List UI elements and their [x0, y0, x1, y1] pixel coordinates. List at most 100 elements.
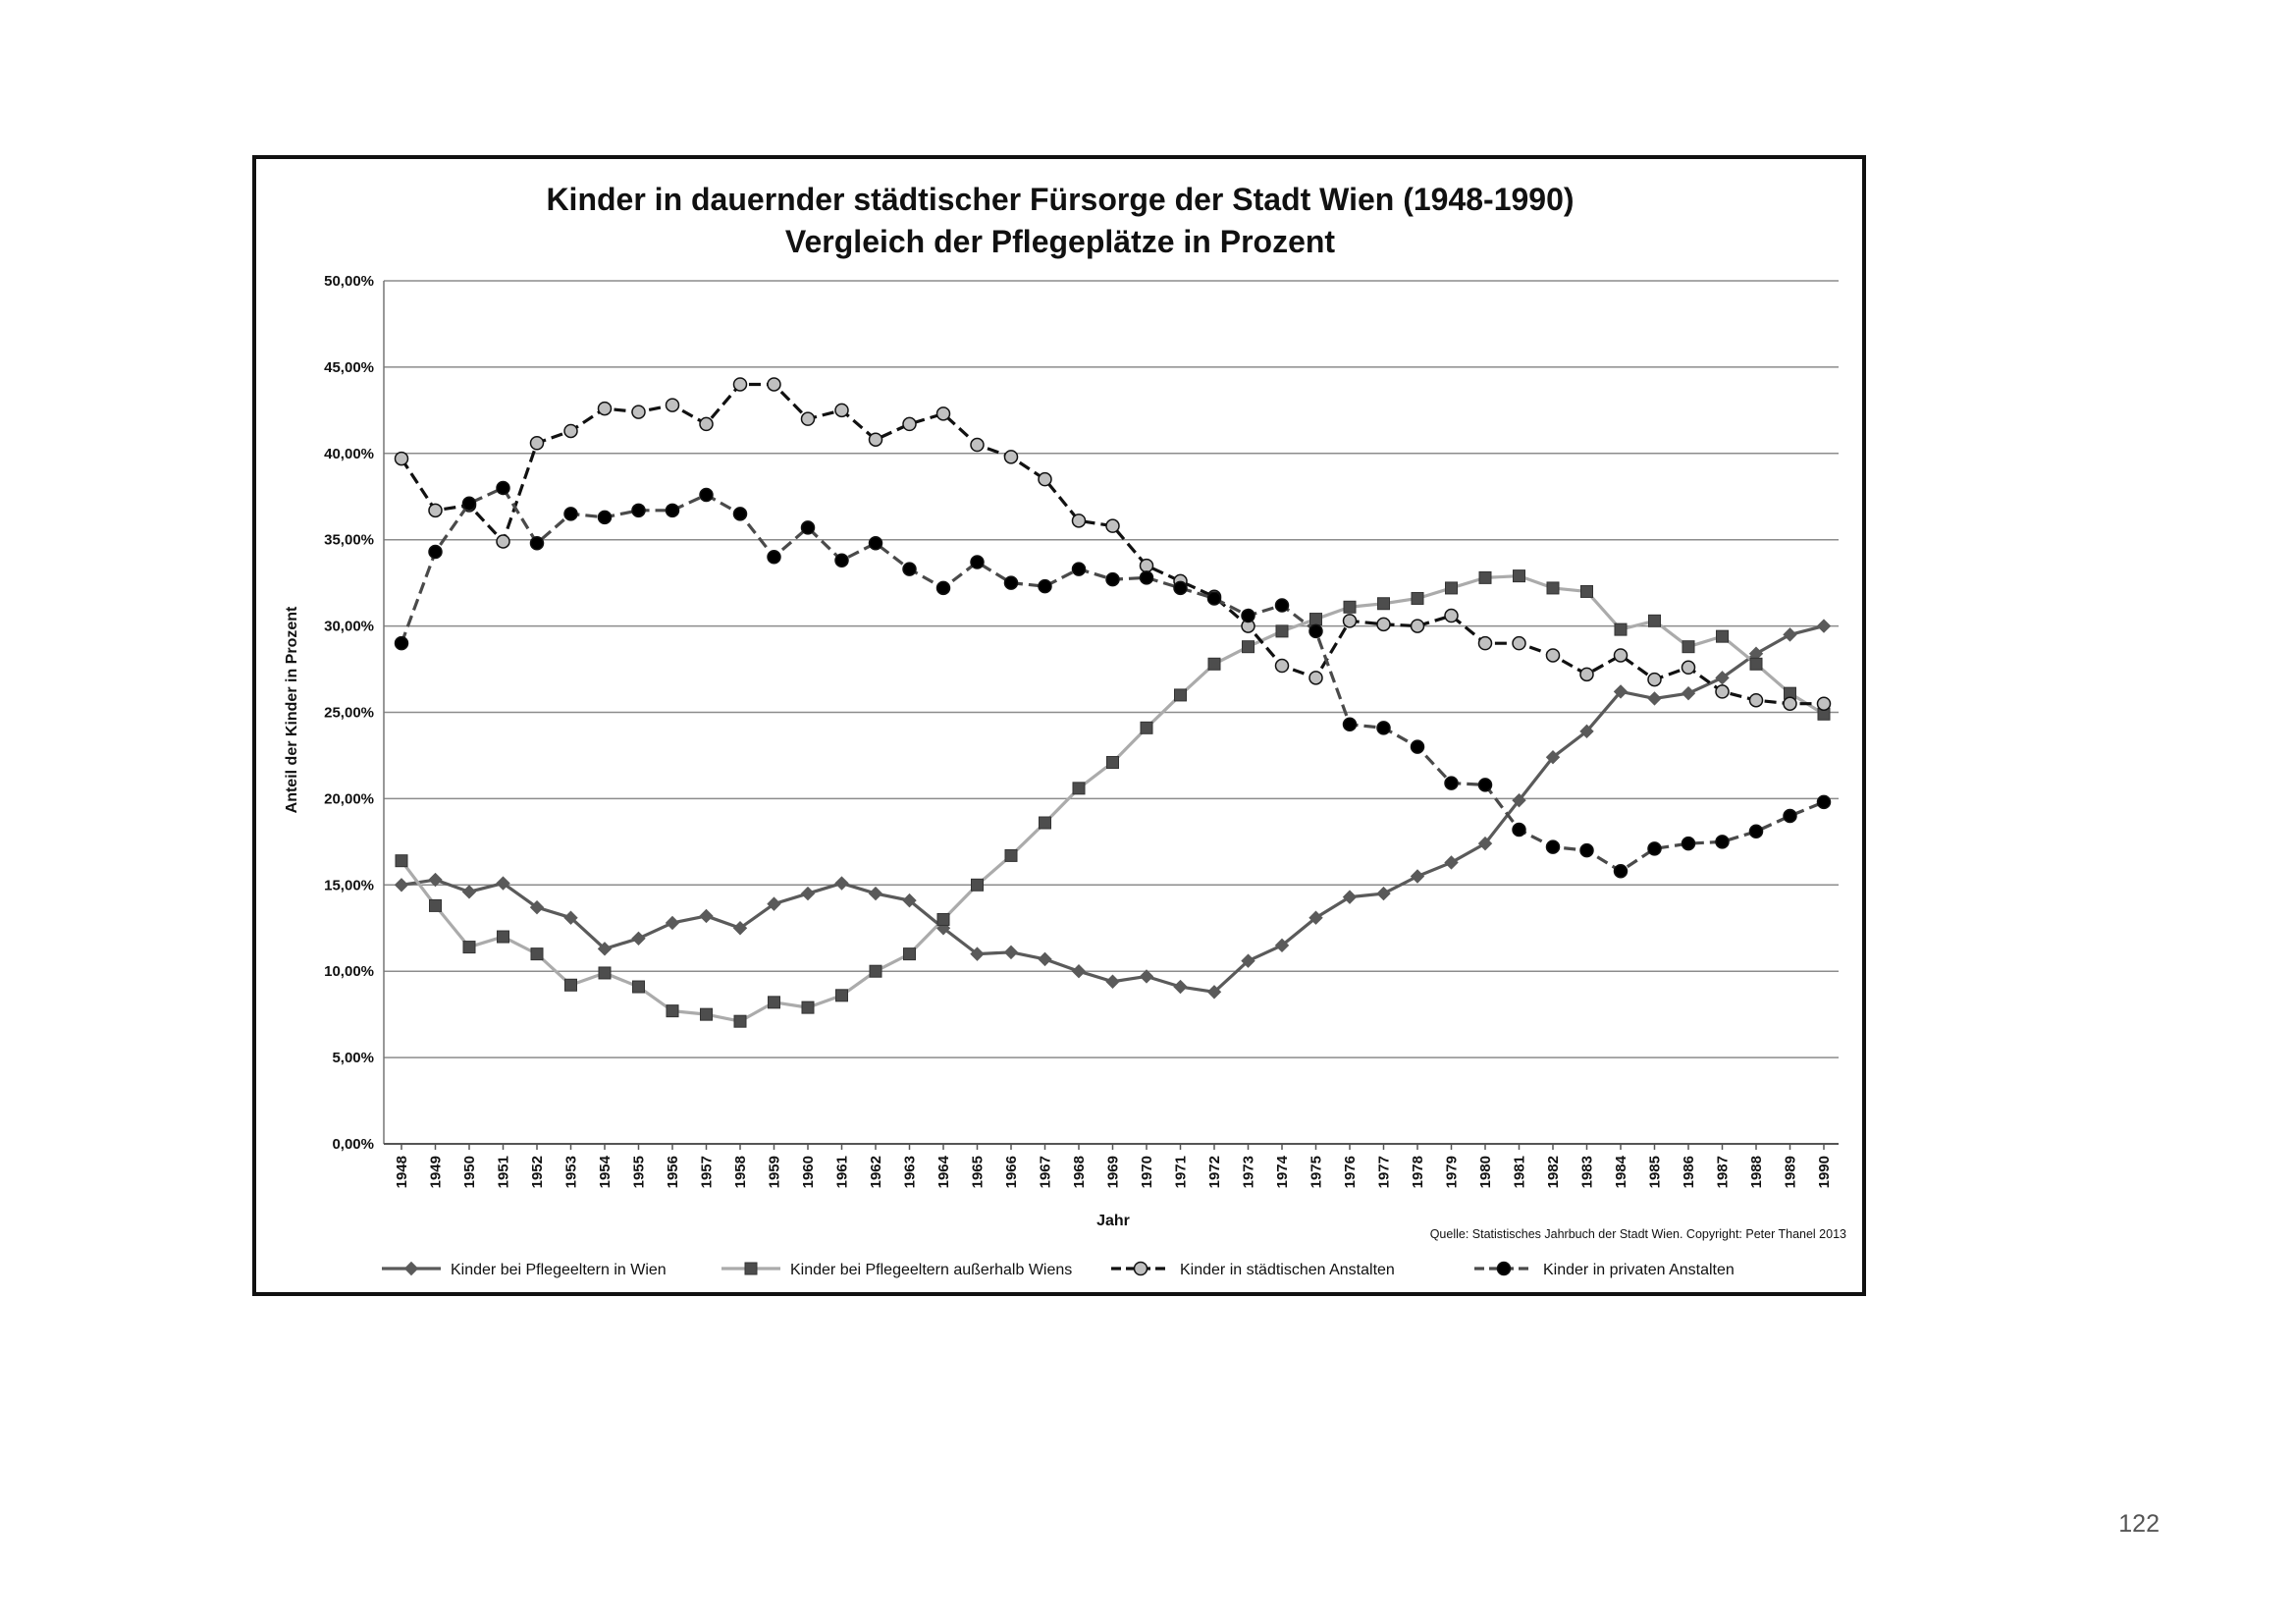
- data-point: [767, 377, 781, 392]
- data-point: [1816, 794, 1832, 810]
- series-4: [394, 480, 1832, 879]
- data-point: [835, 989, 848, 1002]
- data-point: [1274, 598, 1290, 613]
- x-tick-label: 1976: [1342, 1156, 1359, 1188]
- data-point: [1579, 842, 1594, 858]
- data-point: [665, 503, 680, 518]
- data-point: [732, 921, 748, 936]
- x-tick-label: 1977: [1376, 1156, 1393, 1188]
- x-tick-label: 1959: [767, 1156, 783, 1188]
- data-point: [1206, 985, 1222, 1000]
- x-tick-label: 1956: [665, 1156, 681, 1188]
- x-tick-label: 1985: [1647, 1156, 1664, 1188]
- data-point: [1681, 660, 1696, 676]
- data-point: [971, 878, 984, 892]
- data-point: [1206, 591, 1222, 606]
- data-point: [1308, 623, 1323, 639]
- data-point: [1139, 558, 1154, 573]
- data-point: [1174, 688, 1187, 702]
- data-point: [1242, 640, 1255, 654]
- data-point: [496, 534, 510, 549]
- data-point: [1376, 886, 1391, 901]
- data-point: [1513, 569, 1525, 583]
- data-point: [496, 480, 510, 496]
- data-point: [1274, 938, 1290, 953]
- data-point: [1682, 640, 1695, 654]
- y-tick-label: 30,00%: [324, 619, 374, 635]
- data-point: [733, 1014, 747, 1028]
- data-point: [1444, 776, 1459, 790]
- data-point: [1580, 584, 1593, 598]
- data-point: [1071, 963, 1087, 979]
- x-tick-label: 1972: [1206, 1156, 1223, 1188]
- x-tick-label: 1971: [1173, 1156, 1190, 1188]
- data-point: [394, 451, 409, 466]
- x-tick-label: 1949: [428, 1156, 445, 1188]
- data-point: [1140, 721, 1153, 734]
- x-tick-label: 1965: [970, 1156, 987, 1188]
- data-point: [1749, 657, 1763, 671]
- y-tick-label: 0,00%: [332, 1136, 374, 1153]
- data-point: [1207, 657, 1221, 671]
- x-tick-label: 1987: [1715, 1156, 1732, 1188]
- x-tick-labels: 1948 1949 1950 1951 1952 1953 1954 1955 1956 1957…: [394, 1155, 1833, 1188]
- data-point: [1444, 855, 1459, 870]
- data-point: [1173, 979, 1188, 995]
- legend-marker: [744, 1262, 758, 1275]
- data-point: [631, 503, 646, 518]
- data-point: [767, 550, 781, 565]
- x-tick-label: 1986: [1681, 1156, 1697, 1188]
- x-tick-label: 1979: [1444, 1156, 1461, 1188]
- data-point: [902, 562, 917, 576]
- data-point: [428, 544, 443, 560]
- x-tick-label: 1980: [1477, 1156, 1494, 1188]
- data-point: [1545, 648, 1561, 663]
- data-point: [1410, 739, 1425, 754]
- y-tick-label: 20,00%: [324, 790, 374, 807]
- data-point: [563, 507, 578, 521]
- data-point: [1748, 824, 1764, 839]
- line-chart: Kinder in dauernder städtischer Fürsorge…: [284, 182, 1846, 1278]
- data-point: [935, 406, 951, 421]
- data-point: [935, 580, 951, 596]
- x-tick-label: 1968: [1071, 1156, 1088, 1188]
- data-point: [1308, 671, 1323, 685]
- y-tick-label: 10,00%: [324, 963, 374, 980]
- data-point: [800, 411, 816, 426]
- gridlines: [384, 280, 1839, 1058]
- data-point: [1512, 822, 1526, 838]
- data-point: [1748, 692, 1764, 708]
- x-tick-label: 1961: [834, 1156, 851, 1188]
- x-tick-label: 1984: [1613, 1155, 1629, 1188]
- x-tick-label: 1989: [1783, 1156, 1799, 1188]
- data-point: [631, 405, 646, 419]
- data-point: [970, 437, 985, 453]
- data-point: [1613, 648, 1629, 663]
- data-point: [1444, 608, 1459, 623]
- data-point: [1410, 869, 1425, 884]
- data-point: [462, 941, 476, 954]
- data-point: [834, 876, 849, 891]
- data-point: [1545, 750, 1561, 765]
- data-point: [1139, 570, 1154, 585]
- y-tick-label: 35,00%: [324, 532, 374, 549]
- data-point: [1173, 580, 1188, 596]
- data-point: [1342, 890, 1358, 904]
- data-point: [1477, 635, 1493, 651]
- data-point: [428, 503, 443, 518]
- legend-marker: [403, 1261, 419, 1276]
- data-point: [1275, 624, 1289, 638]
- data-point: [868, 535, 883, 551]
- data-point: [1477, 836, 1493, 851]
- data-point: [666, 1004, 679, 1018]
- data-point: [1038, 471, 1052, 487]
- x-tick-label: 1953: [563, 1156, 580, 1188]
- data-point: [598, 966, 612, 980]
- data-point: [1647, 672, 1662, 687]
- legend-label: Kinder in städtischen Anstalten: [1180, 1262, 1395, 1278]
- legend-label: Kinder bei Pflegeeltern außerhalb Wiens: [790, 1262, 1072, 1278]
- x-tick-label: 1951: [496, 1156, 512, 1188]
- data-point: [902, 416, 917, 432]
- x-tick-label: 1966: [1003, 1156, 1020, 1188]
- data-point: [1105, 518, 1120, 533]
